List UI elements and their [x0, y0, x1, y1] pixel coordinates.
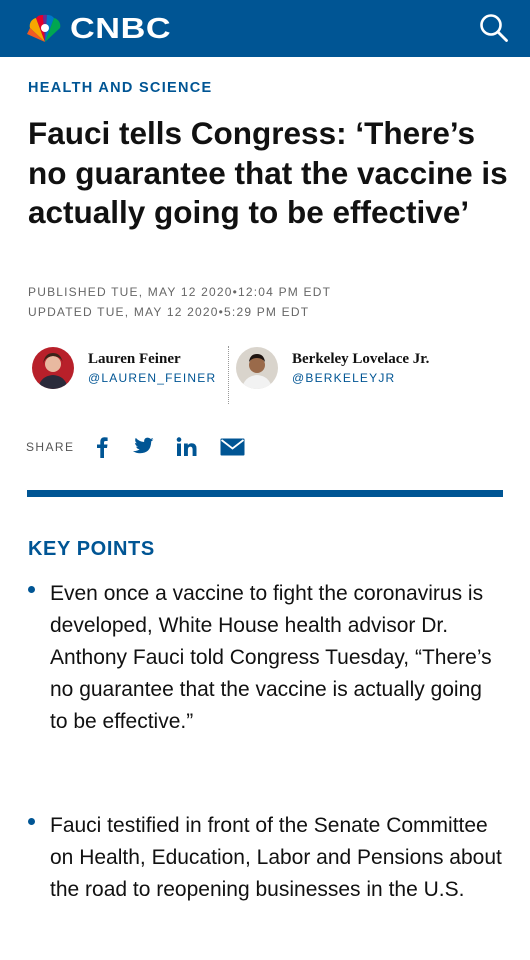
key-points-title: KEY POINTS	[28, 538, 155, 560]
logo-text: CNBC	[70, 12, 172, 45]
bullet-icon	[28, 818, 35, 825]
list-item: Fauci testified in front of the Senate C…	[28, 810, 503, 906]
share-bar: SHARE	[26, 436, 267, 458]
author-name[interactable]: Berkeley Lovelace Jr.	[292, 351, 430, 367]
key-point-text: Even once a vaccine to fight the coronav…	[50, 582, 492, 733]
author-divider	[228, 346, 229, 404]
article-headline: Fauci tells Congress: ‘There’s no guaran…	[28, 115, 508, 230]
list-item: Even once a vaccine to fight the coronav…	[28, 578, 503, 738]
twitter-icon[interactable]	[130, 437, 154, 457]
linkedin-icon[interactable]	[176, 437, 198, 457]
section-label[interactable]: HEALTH AND SCIENCE	[28, 80, 213, 96]
search-button[interactable]	[478, 12, 510, 44]
section-divider	[27, 490, 503, 497]
cnbc-logo[interactable]: CNBC	[24, 12, 171, 46]
facebook-icon[interactable]	[96, 436, 108, 458]
share-label: SHARE	[26, 440, 75, 454]
bullet-icon	[28, 586, 35, 593]
top-bar: CNBC	[0, 0, 530, 57]
avatar[interactable]	[236, 347, 278, 389]
author-handle[interactable]: @BERKELEYJR	[292, 371, 396, 385]
author-name[interactable]: Lauren Feiner	[88, 351, 181, 367]
email-icon[interactable]	[220, 438, 245, 456]
published-date: PUBLISHED TUE, MAY 12 2020•12:04 PM EDT	[28, 285, 332, 299]
article-dates: PUBLISHED TUE, MAY 12 2020•12:04 PM EDT …	[28, 283, 331, 322]
peacock-icon	[27, 14, 61, 42]
key-point-text: Fauci testified in front of the Senate C…	[50, 814, 502, 901]
author-lauren-feiner[interactable]: Lauren Feiner @LAUREN_FEINER	[32, 347, 216, 389]
search-icon	[480, 14, 508, 42]
author-handle[interactable]: @LAUREN_FEINER	[88, 371, 217, 385]
avatar[interactable]	[32, 347, 74, 389]
author-berkeley-lovelace[interactable]: Berkeley Lovelace Jr. @BERKELEYJR	[236, 347, 429, 389]
updated-date: UPDATED TUE, MAY 12 2020•5:29 PM EDT	[28, 304, 310, 319]
